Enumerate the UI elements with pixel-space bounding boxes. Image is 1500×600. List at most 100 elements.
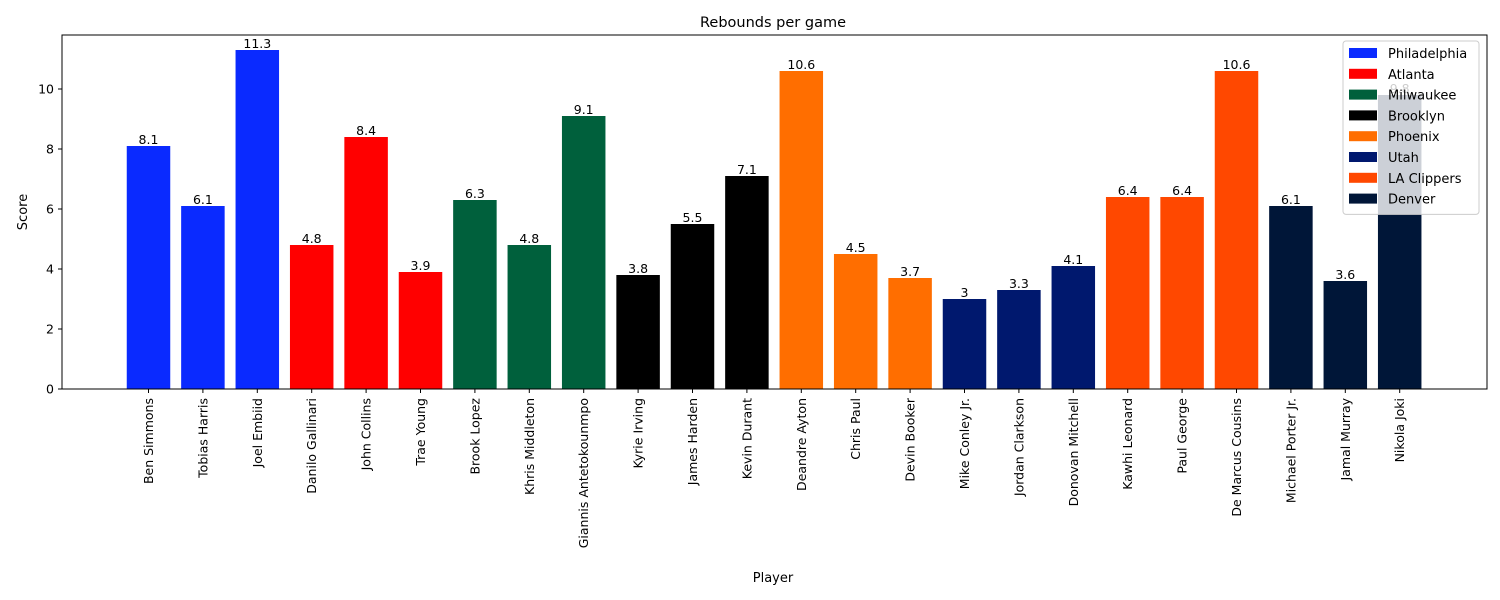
y-axis-label: Score: [16, 194, 31, 230]
data-label-18: 6.4: [1118, 183, 1138, 198]
data-label-13: 4.5: [846, 240, 866, 255]
x-tick-label-13: Chris Paul: [848, 398, 863, 460]
data-label-2: 11.3: [243, 36, 271, 51]
y-tick-label-3: 6: [46, 202, 54, 217]
x-tick-label-21: Michael Porter Jr.: [1283, 398, 1298, 503]
bar-18: [1105, 197, 1150, 389]
bar-2: [235, 50, 280, 389]
y-tick-label-2: 4: [46, 262, 54, 277]
x-tick-label-9: Kyrie Irving: [631, 398, 646, 469]
bar-17: [1051, 266, 1096, 389]
y-tick-label-1: 2: [46, 322, 54, 337]
bar-11: [725, 176, 769, 389]
legend-swatch-2: [1349, 89, 1377, 100]
bar-1: [181, 206, 225, 389]
legend-label-3: Brooklyn: [1388, 109, 1445, 124]
y-tick-label-4: 8: [46, 142, 54, 157]
data-label-1: 6.1: [193, 192, 213, 207]
bar-4: [344, 137, 388, 389]
data-label-4: 8.4: [356, 123, 376, 138]
bar-10: [670, 224, 715, 389]
data-label-16: 3.3: [1009, 276, 1029, 291]
data-label-8: 9.1: [574, 102, 594, 117]
legend-label-5: Utah: [1388, 151, 1419, 166]
legend-box: [1342, 40, 1480, 215]
x-tick-label-0: Ben Simmons: [141, 398, 156, 484]
legend-swatch-1: [1349, 68, 1377, 79]
axis-ticks: 0 2 4 6 8 10 Ben Simmons Tobias Harris Joel Embi…: [38, 82, 1407, 549]
legend-label-2: Milwaukee: [1388, 89, 1456, 104]
x-tick-label-8: Giannis Antetokounmpo: [576, 398, 591, 548]
data-label-22: 3.6: [1335, 267, 1355, 282]
x-tick-label-1: Tobias Harris: [195, 398, 210, 479]
legend-label-0: Philadelphia: [1388, 47, 1467, 62]
x-tick-label-15: Mike Conley Jr.: [957, 398, 972, 489]
bar-21: [1269, 206, 1313, 389]
x-tick-label-4: John Collins: [359, 398, 374, 471]
bar-3: [289, 245, 334, 389]
bar-16: [997, 290, 1041, 389]
bar-0: [126, 146, 171, 389]
legend-label-1: Atlanta: [1388, 68, 1435, 83]
legend-swatch-4: [1349, 131, 1377, 142]
x-axis-label: Player: [753, 571, 794, 586]
bar-8: [561, 116, 606, 389]
bar-13: [833, 254, 878, 389]
plot-area: 8.1 6.1 11.3 4.8 8.4 3.9 6.3 4.8 9.1 3.8 5.5 7.1 10.…: [126, 36, 1422, 389]
data-label-15: 3: [961, 285, 969, 300]
legend-swatch-5: [1349, 152, 1377, 162]
x-tick-label-11: Kevin Durant: [739, 398, 754, 479]
bar-20: [1214, 71, 1259, 389]
x-tick-label-12: Deandre Ayton: [794, 398, 809, 491]
x-tick-label-3: Danilo Gallinari: [304, 398, 319, 494]
x-tick-label-2: Joel Embiid: [250, 398, 265, 468]
chart-title: Rebounds per game: [700, 15, 846, 31]
x-tick-label-20: De Marcus Cousins: [1229, 398, 1244, 517]
x-tick-label-5: Trae Young: [413, 398, 428, 467]
legend-swatch-0: [1349, 48, 1377, 58]
data-label-11: 7.1: [737, 162, 757, 177]
x-tick-label-16: Jordan Clarkson: [1011, 398, 1026, 497]
data-label-6: 6.3: [465, 186, 485, 201]
legend-label-7: Denver: [1388, 193, 1436, 208]
bar-9: [616, 275, 660, 389]
legend-label-6: LA Clippers: [1388, 172, 1462, 187]
data-label-0: 8.1: [139, 132, 159, 147]
data-label-19: 6.4: [1172, 183, 1192, 198]
data-label-5: 3.9: [411, 258, 431, 273]
data-label-10: 5.5: [683, 210, 703, 225]
bar-12: [779, 71, 824, 389]
x-tick-label-6: Brook Lopez: [467, 398, 482, 475]
x-tick-label-17: Donovan Mitchell: [1066, 398, 1081, 506]
x-tick-label-10: James Harden: [685, 398, 700, 486]
legend-swatch-3: [1349, 110, 1377, 121]
legend: Philadelphia Atlanta Milwaukee Brooklyn Phoe…: [1342, 40, 1480, 215]
bar-5: [398, 272, 443, 389]
x-tick-label-22: Jamal Murray: [1338, 397, 1353, 481]
data-label-17: 4.1: [1063, 252, 1083, 267]
legend-swatch-6: [1349, 172, 1377, 183]
data-label-3: 4.8: [302, 231, 322, 246]
x-tick-label-14: Devin Booker: [903, 397, 918, 481]
y-tick-label-5: 10: [38, 82, 54, 97]
legend-swatch-7: [1349, 193, 1377, 204]
x-tick-label-18: Kawhi Leonard: [1120, 398, 1135, 490]
data-label-20: 10.6: [1223, 57, 1251, 72]
data-label-21: 6.1: [1281, 192, 1301, 207]
bar-6: [453, 200, 497, 389]
data-label-14: 3.7: [900, 264, 920, 279]
bar-7: [507, 245, 552, 389]
legend-label-4: Phoenix: [1388, 130, 1440, 145]
data-label-7: 4.8: [519, 231, 539, 246]
data-label-9: 3.8: [628, 261, 648, 276]
bar-19: [1160, 197, 1204, 389]
x-tick-label-23: Nikola Joki: [1392, 398, 1407, 462]
axes-frame: [61, 34, 1488, 390]
bar-15: [942, 299, 987, 389]
bar-22: [1323, 281, 1368, 389]
bar-14: [888, 278, 932, 389]
x-tick-label-7: Khris Middleton: [522, 398, 537, 495]
data-label-12: 10.6: [787, 57, 815, 72]
x-tick-label-19: Paul George: [1175, 398, 1190, 474]
